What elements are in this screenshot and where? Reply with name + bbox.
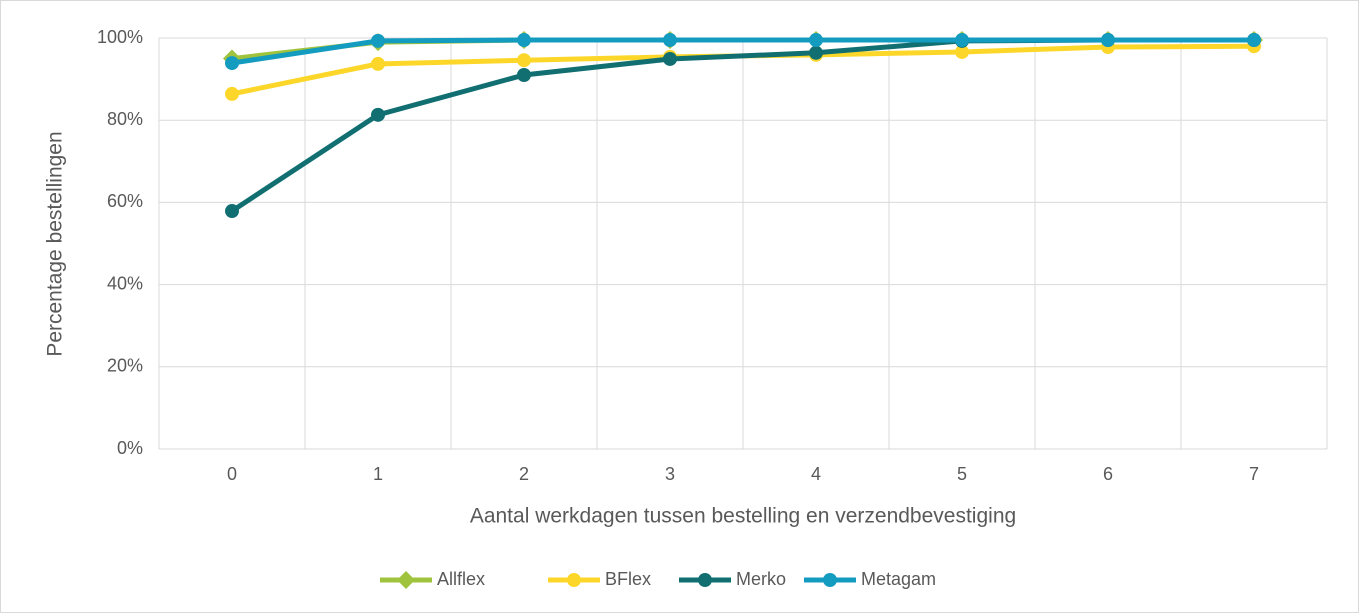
y-axis-title: Percentage bestellingen <box>44 131 67 356</box>
data-point <box>809 33 823 48</box>
data-point <box>809 45 823 60</box>
x-axis-title: Aantal werkdagen tussen bestelling en ve… <box>470 505 1016 528</box>
data-point <box>955 44 969 59</box>
legend-label: Metagam <box>861 569 936 589</box>
data-point <box>517 33 531 48</box>
x-tick-label: 7 <box>1249 464 1259 484</box>
x-tick-label: 1 <box>373 464 383 484</box>
data-point <box>1247 33 1261 48</box>
data-point <box>225 86 239 101</box>
x-tick-label: 0 <box>227 464 237 484</box>
data-point <box>371 33 385 48</box>
data-point <box>517 53 531 68</box>
y-tick-label: 80% <box>107 109 143 129</box>
data-point <box>955 33 969 48</box>
legend-label: Merko <box>736 569 786 589</box>
data-point <box>517 67 531 82</box>
legend-label: Allflex <box>437 569 485 589</box>
y-tick-label: 20% <box>107 356 143 376</box>
x-tick-label: 5 <box>957 464 967 484</box>
legend-marker <box>397 571 415 589</box>
data-point <box>371 107 385 122</box>
data-point <box>663 33 677 48</box>
data-point <box>1101 33 1115 48</box>
x-tick-label: 4 <box>811 464 821 484</box>
legend-marker <box>698 573 712 587</box>
legend-label: BFlex <box>605 569 651 589</box>
y-tick-label: 40% <box>107 273 143 293</box>
data-point <box>663 51 677 66</box>
x-tick-label: 2 <box>519 464 529 484</box>
y-tick-label: 100% <box>97 27 143 47</box>
data-point <box>225 56 239 71</box>
data-point <box>371 56 385 71</box>
y-tick-label: 60% <box>107 191 143 211</box>
legend-marker <box>567 573 581 587</box>
x-tick-label: 6 <box>1103 464 1113 484</box>
x-tick-label: 3 <box>665 464 675 484</box>
series-line <box>231 37 1254 66</box>
legend-marker <box>823 573 837 587</box>
data-point <box>225 204 239 219</box>
y-tick-label: 0% <box>117 438 143 458</box>
